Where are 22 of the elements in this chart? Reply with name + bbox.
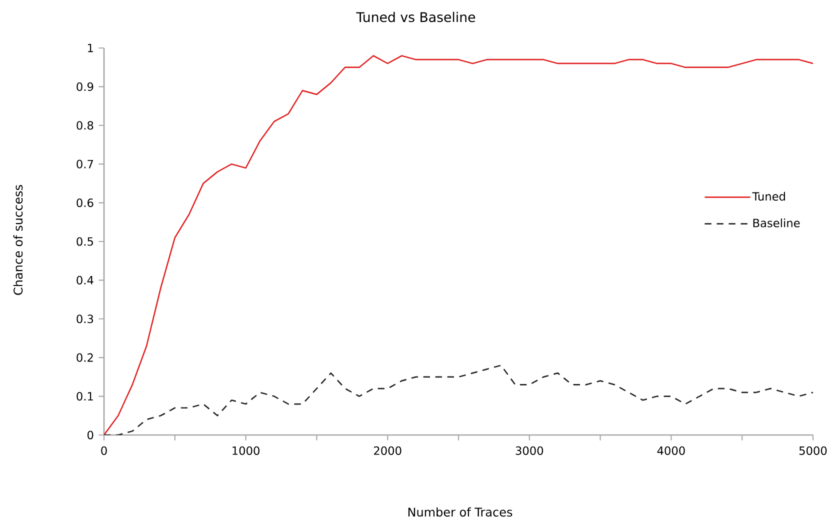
chart-title: Tuned vs Baseline [356,12,476,22]
x-tick-label: 5000 [799,446,827,455]
y-tick-label: 0.1 [76,392,93,401]
y-tick-label: 0.5 [76,237,93,246]
y-tick-label: 0.3 [76,314,94,324]
y-tick-label: 0.9 [76,82,94,91]
legend-label: Baseline [753,218,800,228]
y-tick-label: 0 [88,430,94,440]
y-tick-label: 0.2 [76,353,93,362]
y-tick-label: 0.7 [76,160,93,168]
x-tick-label: 4000 [657,446,685,455]
y-tick-label: 0.8 [76,121,94,130]
x-tick-label: 3000 [516,446,544,455]
y-axis-title: Chance of success [13,185,23,295]
x-axis-title: Number of Traces [408,507,512,517]
y-tick-label: 0.4 [76,276,94,284]
x-tick-label: 0 [101,446,107,455]
x-tick-label: 2000 [374,446,402,455]
x-tick-label: 1000 [232,446,260,455]
legend-label: Tuned [752,192,785,201]
y-tick-label: 1 [88,44,93,52]
y-tick-label: 0.6 [76,198,94,208]
